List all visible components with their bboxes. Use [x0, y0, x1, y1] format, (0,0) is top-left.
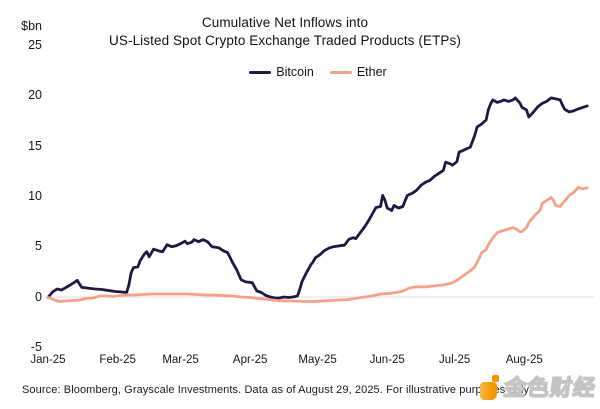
y-axis-unit-label: $bn [21, 19, 42, 33]
y-tick-label: 0 [35, 289, 42, 304]
chart-title-line-2: US-Listed Spot Crypto Exchange Traded Pr… [109, 33, 461, 48]
y-tick-label: 15 [28, 138, 42, 153]
chart-title-line-1: Cumulative Net Inflows into [201, 15, 369, 30]
x-tick-label: Jul-25 [438, 354, 471, 366]
legend-label: Bitcoin [276, 65, 314, 79]
watermark-text: 金色财经 [502, 374, 599, 400]
legend-item-ether: Ether [329, 65, 387, 79]
y-tick-label: 5 [35, 239, 42, 254]
bitcoin-line [46, 96, 589, 300]
x-tick-label: Mar-25 [162, 354, 199, 366]
legend-item-bitcoin: Bitcoin [249, 65, 314, 79]
watermark: 金色财经 [479, 374, 599, 401]
ether-line [46, 185, 589, 303]
x-tick-label: Jan-25 [30, 354, 66, 366]
x-tick-label: Feb-25 [99, 354, 136, 366]
x-tick-label: Jun-25 [369, 354, 405, 366]
jinse-logo-icon [479, 374, 502, 401]
y-tick-label: 25 [28, 38, 42, 53]
x-tick-label: May-25 [298, 354, 337, 366]
legend-label: Ether [356, 65, 387, 79]
legend: Bitcoin Ether [48, 65, 588, 79]
x-tick-label: Aug-25 [505, 354, 543, 366]
ether-legend-swatch-icon [329, 70, 352, 74]
bitcoin-legend-swatch-icon [249, 70, 272, 74]
y-tick-label: 20 [28, 88, 42, 103]
y-tick-label: -5 [30, 339, 42, 354]
source-note: Source: Bloomberg, Grayscale Investments… [22, 384, 532, 396]
x-tick-label: Apr-25 [232, 354, 268, 366]
y-tick-label: 10 [28, 188, 42, 203]
